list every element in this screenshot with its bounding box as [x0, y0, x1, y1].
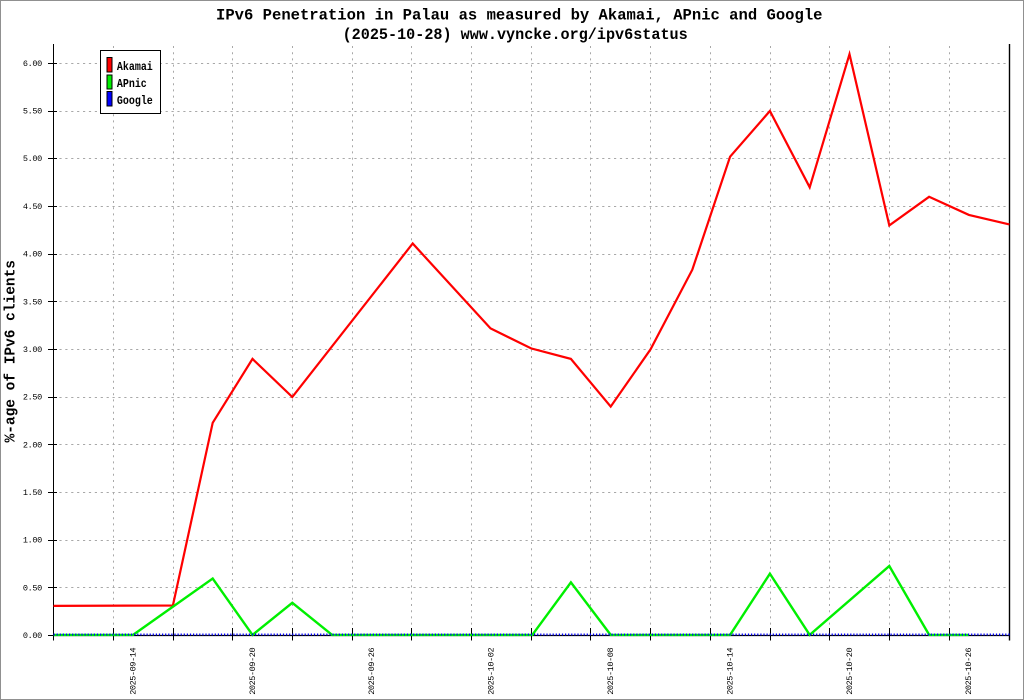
svg-text:2025-10-20: 2025-10-20 [845, 647, 855, 694]
svg-text:IPv6 Penetration in Palau as m: IPv6 Penetration in Palau as measured by… [216, 7, 823, 25]
svg-text:APnic: APnic [117, 77, 147, 91]
svg-text:4.00: 4.00 [23, 250, 42, 260]
svg-text:0.00: 0.00 [23, 631, 42, 641]
svg-text:3.00: 3.00 [23, 345, 42, 355]
svg-text:2025-09-20: 2025-09-20 [248, 647, 258, 694]
svg-text:%-age of IPv6 clients: %-age of IPv6 clients [4, 260, 20, 443]
svg-text:Google: Google [117, 94, 153, 108]
svg-text:1.00: 1.00 [23, 536, 42, 546]
svg-text:1.50: 1.50 [23, 488, 42, 498]
svg-text:2.50: 2.50 [23, 393, 42, 403]
svg-text:4.50: 4.50 [23, 202, 42, 212]
svg-text:2025-10-26: 2025-10-26 [964, 647, 974, 694]
svg-text:6.00: 6.00 [23, 59, 42, 69]
svg-text:5.00: 5.00 [23, 154, 42, 164]
svg-text:2025-10-02: 2025-10-02 [487, 647, 497, 694]
svg-text:2025-09-14: 2025-09-14 [128, 647, 138, 694]
svg-text:2025-10-08: 2025-10-08 [606, 647, 616, 694]
svg-text:(2025-10-28) www.vyncke.org/ip: (2025-10-28) www.vyncke.org/ipv6status [343, 26, 688, 44]
svg-text:2.00: 2.00 [23, 440, 42, 450]
svg-text:3.50: 3.50 [23, 297, 42, 307]
svg-text:5.50: 5.50 [23, 107, 42, 117]
svg-text:2025-09-26: 2025-09-26 [367, 647, 377, 694]
svg-text:0.50: 0.50 [23, 583, 42, 593]
svg-text:Akamai: Akamai [117, 60, 153, 74]
svg-text:2025-10-14: 2025-10-14 [725, 647, 735, 694]
